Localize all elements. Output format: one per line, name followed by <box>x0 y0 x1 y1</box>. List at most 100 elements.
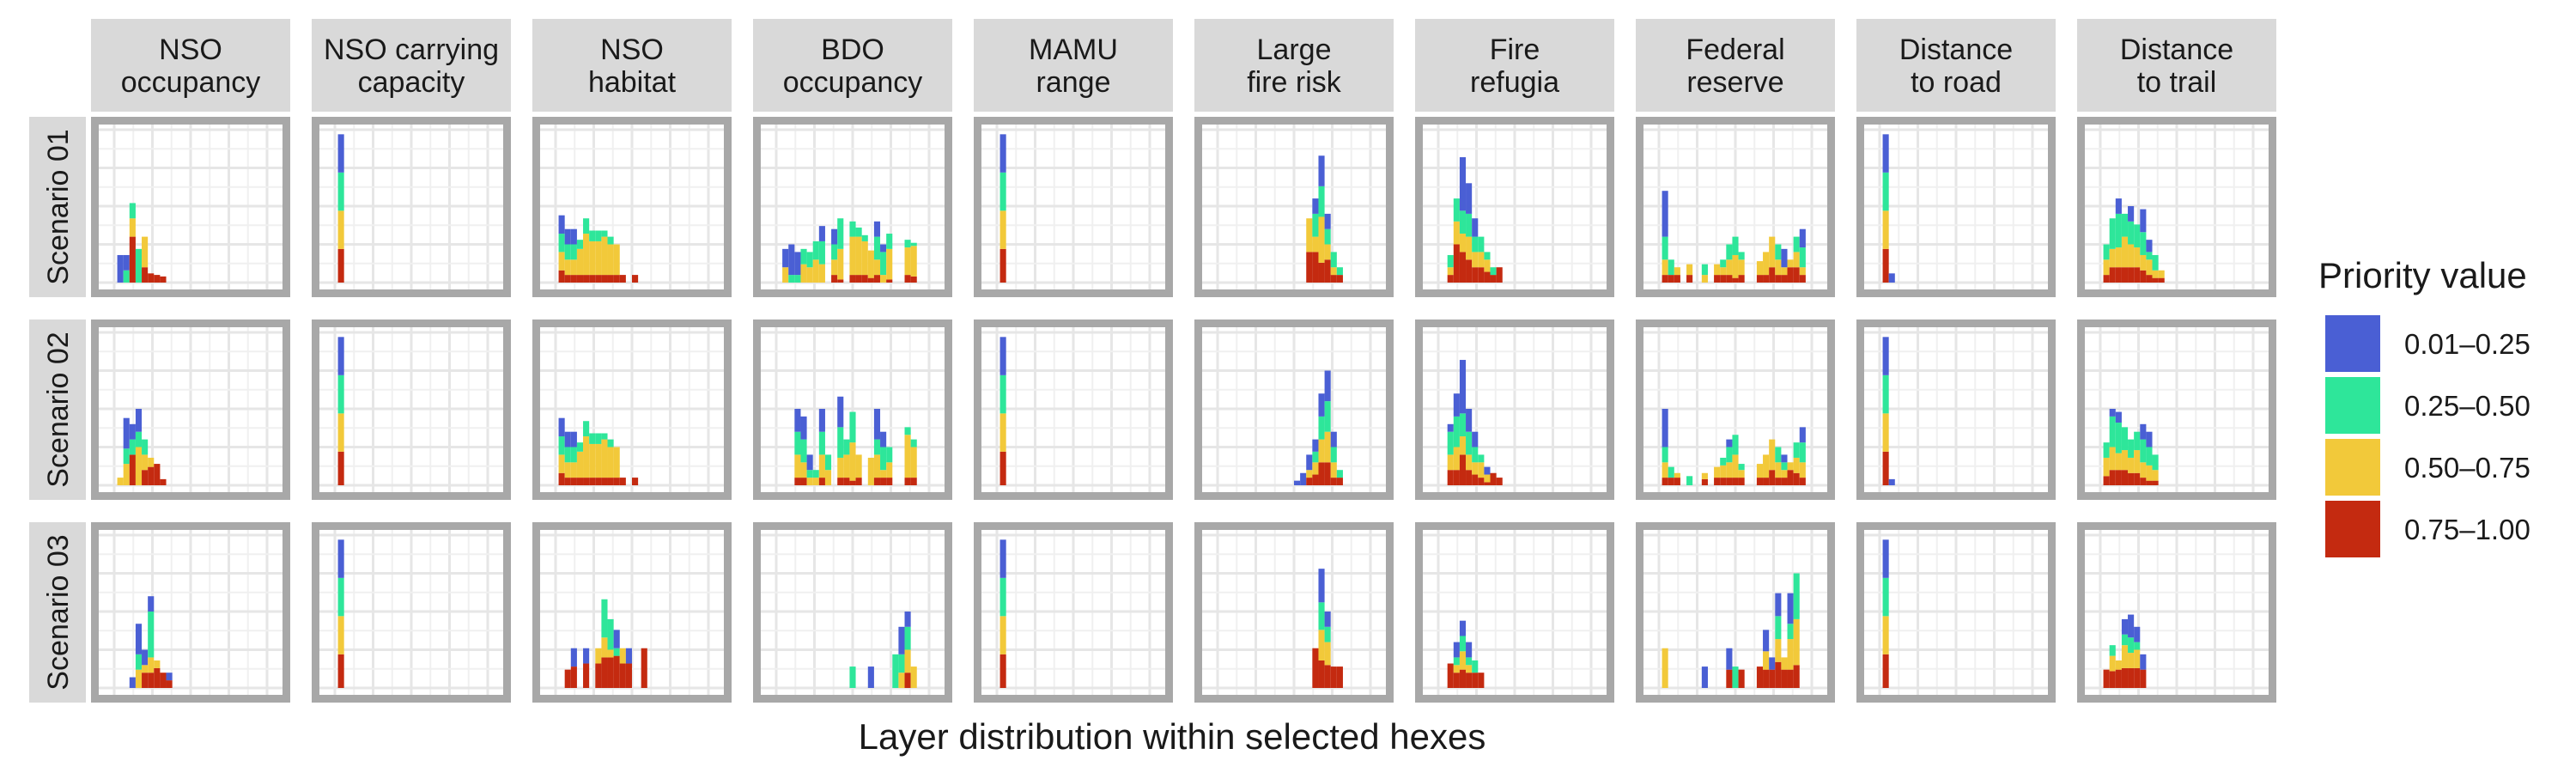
row-strip-label: Scenario 02 <box>42 332 75 487</box>
histogram-bar-segment <box>886 462 893 478</box>
histogram-bar-segment <box>2140 423 2147 440</box>
histogram-bar-segment <box>837 218 844 249</box>
histogram-bar-segment <box>129 236 136 283</box>
histogram-bar-segment <box>1662 191 1668 237</box>
histogram-bar-segment <box>1738 275 1745 283</box>
histogram-bar-segment <box>166 680 173 688</box>
histogram-bar-segment <box>861 234 868 241</box>
histogram-bar-segment <box>1459 234 1467 253</box>
histogram-bar-segment <box>1324 370 1331 402</box>
histogram-bar-segment <box>1775 593 1782 617</box>
histogram-bar-segment <box>2128 667 2135 688</box>
histogram-bar-segment <box>595 478 602 485</box>
histogram-bar-segment <box>2140 270 2147 283</box>
histogram-bar-segment <box>2103 275 2110 283</box>
histogram-bar-segment <box>2121 267 2129 283</box>
histogram-bar-segment <box>1668 466 1674 478</box>
histogram-bar-segment <box>1294 480 1301 485</box>
panel <box>532 320 732 500</box>
histogram-bar-segment <box>148 273 155 283</box>
gridlines <box>2085 125 2269 289</box>
histogram-bar-segment <box>1674 267 1680 276</box>
histogram-bar-segment <box>800 478 807 485</box>
histogram-bar-segment <box>1330 462 1337 478</box>
histogram-bar-segment <box>1447 267 1454 276</box>
histogram-bar-segment <box>788 275 795 283</box>
histogram-bar-segment <box>337 577 344 617</box>
histogram-bar-segment <box>904 626 911 650</box>
histogram-bar-segment <box>558 472 565 485</box>
gridlines <box>761 530 945 695</box>
histogram-bar-segment <box>601 637 608 658</box>
column-strip: NSO occupancy <box>91 19 290 112</box>
histogram-bar-segment <box>1472 474 1479 485</box>
histogram-bar-segment <box>135 669 143 688</box>
histogram-bar-segment <box>2140 209 2147 233</box>
histogram-bar-segment <box>1318 462 1325 485</box>
histogram-bar-segment <box>1738 464 1745 471</box>
histogram-bar-segment <box>601 230 608 237</box>
histogram-bar-segment <box>564 259 571 276</box>
histogram-bar-segment <box>160 478 167 485</box>
histogram-bar-segment <box>1781 454 1788 463</box>
histogram-bar-segment <box>148 673 155 688</box>
histogram-bar-segment <box>601 599 608 638</box>
histogram-bars <box>1447 620 1485 688</box>
histogram-bar-segment <box>2152 270 2159 278</box>
histogram-bar-segment <box>855 454 862 478</box>
histogram-bar-segment <box>1726 439 1733 447</box>
histogram-bar-segment <box>1732 254 1739 278</box>
histogram-bar-segment <box>1453 393 1460 417</box>
histogram-bar-segment <box>1330 252 1337 268</box>
histogram-bar-segment <box>1701 666 1708 688</box>
histogram-bars <box>117 409 167 485</box>
histogram-bar-segment <box>1447 431 1454 455</box>
histogram-bar-segment <box>2134 472 2141 485</box>
histogram-bar-segment <box>812 470 819 478</box>
histogram-bar-segment <box>570 259 577 276</box>
histogram-bar-segment <box>1478 236 1485 253</box>
histogram-bar-segment <box>831 275 838 283</box>
histogram-bar-segment <box>2140 478 2147 485</box>
histogram-bar-segment <box>2140 439 2147 463</box>
histogram-bar-segment <box>2134 667 2141 688</box>
histogram-bar-segment <box>1312 648 1319 688</box>
histogram-bar-segment <box>1882 413 1889 452</box>
histogram-bar-segment <box>867 250 874 278</box>
histogram-bar-segment <box>1336 666 1343 688</box>
column-strip-label: Large fire risk <box>1247 33 1342 99</box>
histogram-bar-segment <box>1714 264 1721 276</box>
panel <box>1415 320 1614 500</box>
histogram-bar-segment <box>129 423 136 440</box>
histogram-bar-segment <box>880 252 887 276</box>
histogram-bar-segment <box>142 649 149 666</box>
histogram-bar-segment <box>1472 660 1479 673</box>
panel-border <box>532 320 732 500</box>
histogram-bar-segment <box>570 431 577 447</box>
histogram-bar-segment <box>583 234 590 276</box>
histogram-bar-segment <box>570 275 577 283</box>
histogram-bar-segment <box>1701 472 1708 479</box>
histogram-bar-segment <box>1732 435 1739 455</box>
histogram-bar-segment <box>1478 462 1485 478</box>
histogram-bar-segment <box>1882 616 1889 654</box>
histogram-bar-segment <box>837 457 844 478</box>
panel <box>753 522 952 703</box>
histogram-bar-segment <box>1330 447 1337 463</box>
histogram-bar-segment <box>589 443 596 478</box>
histogram-bar-segment <box>1720 259 1727 268</box>
histogram-bar-segment <box>2146 240 2153 253</box>
histogram-bar-segment <box>135 248 143 283</box>
histogram-bar-segment <box>2103 244 2110 260</box>
histogram-bar-segment <box>1318 660 1325 688</box>
histogram-bar-segment <box>564 275 571 283</box>
histogram-bar-segment <box>607 478 614 485</box>
panel <box>1415 117 1614 297</box>
histogram-bar-segment <box>806 252 813 268</box>
histogram-bar-segment <box>1799 462 1806 478</box>
histogram-bar-segment <box>1324 401 1331 432</box>
histogram-bar-segment <box>2146 259 2153 276</box>
histogram-bar-segment <box>1453 642 1460 658</box>
histogram-bar-segment <box>1459 210 1467 234</box>
